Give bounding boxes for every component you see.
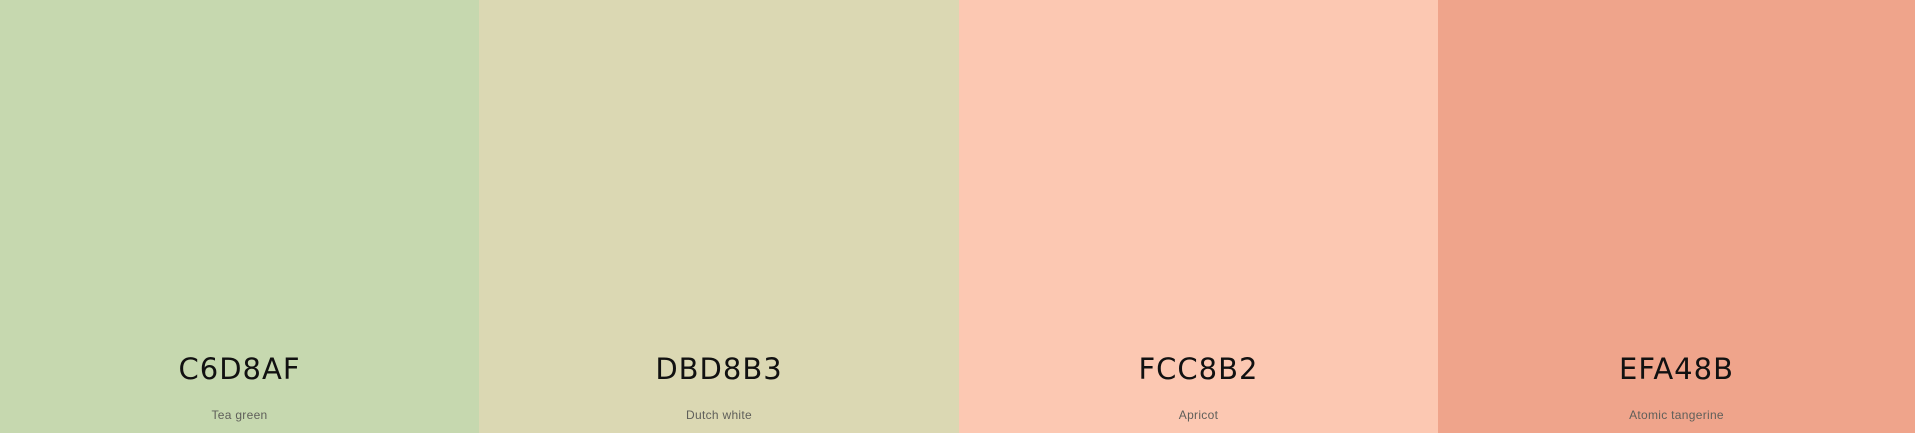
swatch-hex-code[interactable]: EFA48B [1619,352,1734,386]
swatch-color-name: Apricot [1178,408,1219,422]
swatch-hex-code[interactable]: C6D8AF [178,352,301,386]
swatch-color-name: Tea green [211,408,268,422]
swatch-color-name: Dutch white [686,408,752,422]
swatch-color-name: Atomic tangerine [1629,408,1724,422]
color-swatch-apricot[interactable]: FCC8B2 Apricot [959,0,1438,433]
color-swatch-atomic-tangerine[interactable]: EFA48B Atomic tangerine [1438,0,1915,433]
swatch-hex-code[interactable]: DBD8B3 [655,352,783,386]
color-swatch-dutch-white[interactable]: DBD8B3 Dutch white [479,0,959,433]
swatch-hex-code[interactable]: FCC8B2 [1138,352,1259,386]
color-swatch-tea-green[interactable]: C6D8AF Tea green [0,0,479,433]
